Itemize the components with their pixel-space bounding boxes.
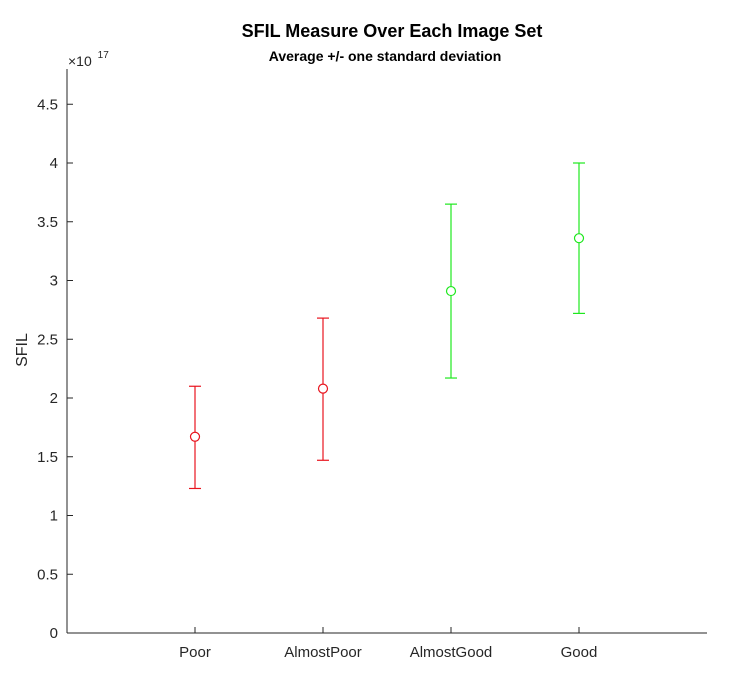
errorbar-poor <box>189 385 201 490</box>
x-tick-label: AlmostPoor <box>284 644 362 661</box>
y-tick-label: 0.5 <box>37 566 58 583</box>
errorbar-almostpoor <box>317 317 329 461</box>
y-tick-label: 4.5 <box>37 96 58 113</box>
x-tick-label: AlmostGood <box>410 644 493 661</box>
y-tick-label: 1 <box>50 508 58 525</box>
y-exponent-power: 17 <box>98 50 110 61</box>
error-bars <box>189 162 585 490</box>
y-exponent-base: ×10 <box>68 53 92 69</box>
y-ticks: 0 0.5 1 1.5 2 2.5 3 3.5 4 4.5 <box>37 96 73 642</box>
mean-marker <box>573 233 585 244</box>
y-exponent-label: ×10 17 <box>68 50 109 69</box>
y-tick-label: 3 <box>50 273 58 290</box>
mean-marker <box>189 431 201 442</box>
x-tick-label: Poor <box>179 644 211 661</box>
x-tick-label: Good <box>561 644 598 661</box>
x-ticks: Poor AlmostPoor AlmostGood Good <box>179 627 597 661</box>
svg-text:×10 17: ×10 17 <box>68 50 109 69</box>
y-tick-label: 3.5 <box>37 214 58 231</box>
mean-marker <box>317 383 329 394</box>
chart-title: SFIL Measure Over Each Image Set <box>242 21 543 41</box>
mean-marker <box>445 285 457 297</box>
y-tick-label: 1.5 <box>37 449 58 466</box>
errorbar-good <box>573 162 585 314</box>
y-tick-label: 4 <box>50 155 58 172</box>
y-axis-label: SFIL <box>14 333 31 367</box>
y-tick-label: 0 <box>50 625 58 642</box>
y-tick-label: 2 <box>50 390 58 407</box>
chart-subtitle: Average +/- one standard deviation <box>269 48 502 64</box>
y-tick-label: 2.5 <box>37 331 58 348</box>
errorbar-almostgood <box>445 203 457 379</box>
